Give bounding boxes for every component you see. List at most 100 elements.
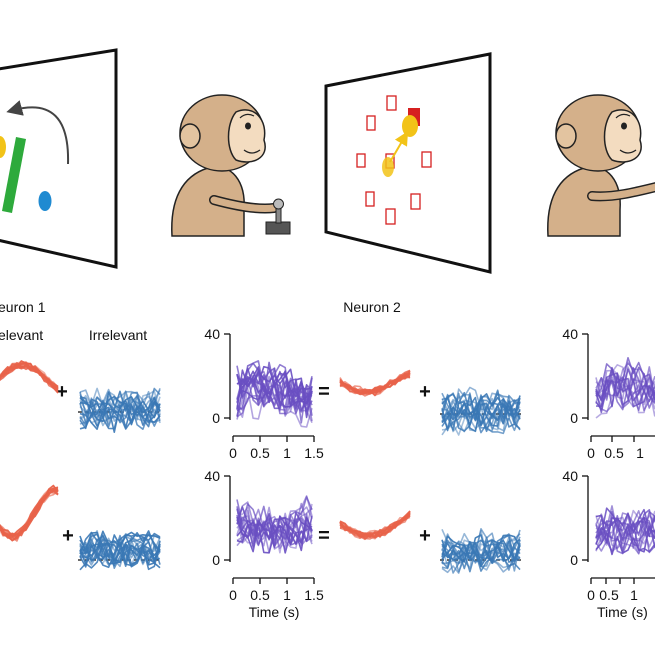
- equals-sign-2: =: [318, 525, 330, 547]
- relevant-heading: elevant: [0, 327, 43, 343]
- trace-line: [441, 399, 521, 429]
- trace-line: [236, 517, 313, 554]
- total-traces-right-bottom: [595, 505, 655, 556]
- relevant-traces-bottom: [0, 484, 59, 542]
- trace-line: [595, 505, 655, 538]
- trace-line: [236, 507, 313, 546]
- y-tick-0-right-top: 0: [570, 410, 578, 426]
- trace-line: [595, 376, 655, 417]
- axes-group: [224, 333, 655, 584]
- trace-line: [595, 380, 655, 411]
- neuron1-heading: euron 1: [0, 299, 46, 315]
- x-axis-label: Time (s): [249, 604, 300, 620]
- x-tick-1-top: 1: [283, 445, 291, 461]
- trace-line: [339, 516, 411, 540]
- x-tick-1-right-bottom: 1: [630, 587, 638, 603]
- trace-line: [236, 374, 313, 415]
- irrelevant-traces-n2-top: [441, 386, 521, 436]
- y-tick-40-top: 40: [204, 326, 220, 342]
- trace-line: [0, 485, 59, 536]
- x-tick-05-right-bottom: 0.5: [599, 587, 619, 603]
- trace-line: [441, 529, 521, 559]
- trace-line: [595, 364, 655, 406]
- trace-line: [595, 515, 655, 547]
- cursor-arrow-icon: [389, 131, 409, 163]
- trace-line: [79, 544, 161, 571]
- trace-line: [595, 357, 655, 397]
- cursor-end: [402, 115, 418, 137]
- y-tick-0-top: 0: [212, 410, 220, 426]
- trace-line: [595, 519, 655, 553]
- yellow-shape: [0, 136, 6, 158]
- y-tick-40-bottom: 40: [204, 468, 220, 484]
- trace-line: [0, 365, 59, 394]
- y-tick-0-right-bottom: 0: [570, 552, 578, 568]
- x-axis-label-right: Time (s): [597, 604, 648, 620]
- x-tick-15-bottom: 1.5: [304, 587, 324, 603]
- trace-line: [236, 368, 313, 409]
- screen-1: [0, 48, 118, 269]
- neuron2-heading: Neuron 2: [343, 299, 401, 315]
- x-tick-0-right-bottom: 0: [587, 587, 595, 603]
- rotation-arrow-icon: [6, 100, 70, 165]
- irrelevant-heading: Irrelevant: [89, 327, 147, 343]
- trace-line: [595, 367, 655, 399]
- trace-line: [79, 402, 161, 430]
- trace-line: [595, 366, 655, 402]
- trace-line: [79, 531, 161, 557]
- relevant-traces-top: [0, 360, 59, 394]
- screen-2: [324, 52, 492, 274]
- monkey-icon: [171, 94, 279, 237]
- x-tick-0-top: 0: [229, 445, 237, 461]
- irrelevant-traces-n2-bottom: [441, 528, 521, 574]
- total-traces-top: [236, 360, 313, 428]
- trace-groups: [0, 357, 655, 574]
- x-tick-1-right-top: 1: [636, 445, 644, 461]
- blue-dot-shape: [38, 191, 52, 211]
- trace-line: [339, 370, 411, 395]
- x-tick-0-right-top: 0: [587, 445, 595, 461]
- y-tick-40-right-top: 40: [562, 326, 578, 342]
- trace-line: [595, 378, 655, 419]
- x-tick-05-right-top: 0.5: [604, 445, 624, 461]
- trace-line: [79, 542, 161, 569]
- trace-line: [236, 518, 313, 554]
- plus-sign-1: +: [56, 381, 68, 403]
- trace-line: [441, 539, 521, 571]
- trace-line: [236, 501, 313, 532]
- trace-line: [441, 396, 521, 427]
- y-tick-40-right-bottom: 40: [562, 468, 578, 484]
- green-bar-shape: [2, 137, 26, 213]
- x-tick-1-bottom: 1: [283, 587, 291, 603]
- x-tick-05-top: 0.5: [250, 445, 270, 461]
- trace-line: [595, 509, 655, 544]
- trace-line: [595, 376, 655, 413]
- plus-sign-2: +: [62, 525, 74, 547]
- total-traces-bottom: [236, 495, 313, 554]
- trace-line: [441, 534, 521, 562]
- equals-sign-1: =: [318, 381, 330, 403]
- x-tick-15-top: 1.5: [304, 445, 324, 461]
- total-traces-right-top: [595, 357, 655, 419]
- trace-line: [79, 542, 161, 568]
- trace-line: [595, 377, 655, 414]
- x-tick-0-bottom: 0: [229, 587, 237, 603]
- trace-line: [0, 487, 59, 542]
- x-tick-05-bottom: 0.5: [250, 587, 270, 603]
- irrelevant-traces-bottom: [79, 530, 161, 571]
- trace-line: [79, 387, 161, 417]
- trace-line: [79, 394, 161, 425]
- relevant-traces-n2-bottom: [339, 510, 411, 541]
- monkey-icon-2: [547, 94, 655, 237]
- trace-line: [595, 524, 655, 555]
- plus-sign-4: +: [419, 525, 431, 547]
- relevant-traces-n2-top: [339, 369, 411, 397]
- plus-sign-3: +: [419, 381, 431, 403]
- trace-line: [79, 395, 161, 427]
- trace-line: [79, 538, 161, 564]
- trace-line: [0, 489, 59, 536]
- trace-line: [441, 543, 521, 573]
- trace-line: [0, 361, 59, 393]
- trace-line: [441, 545, 521, 574]
